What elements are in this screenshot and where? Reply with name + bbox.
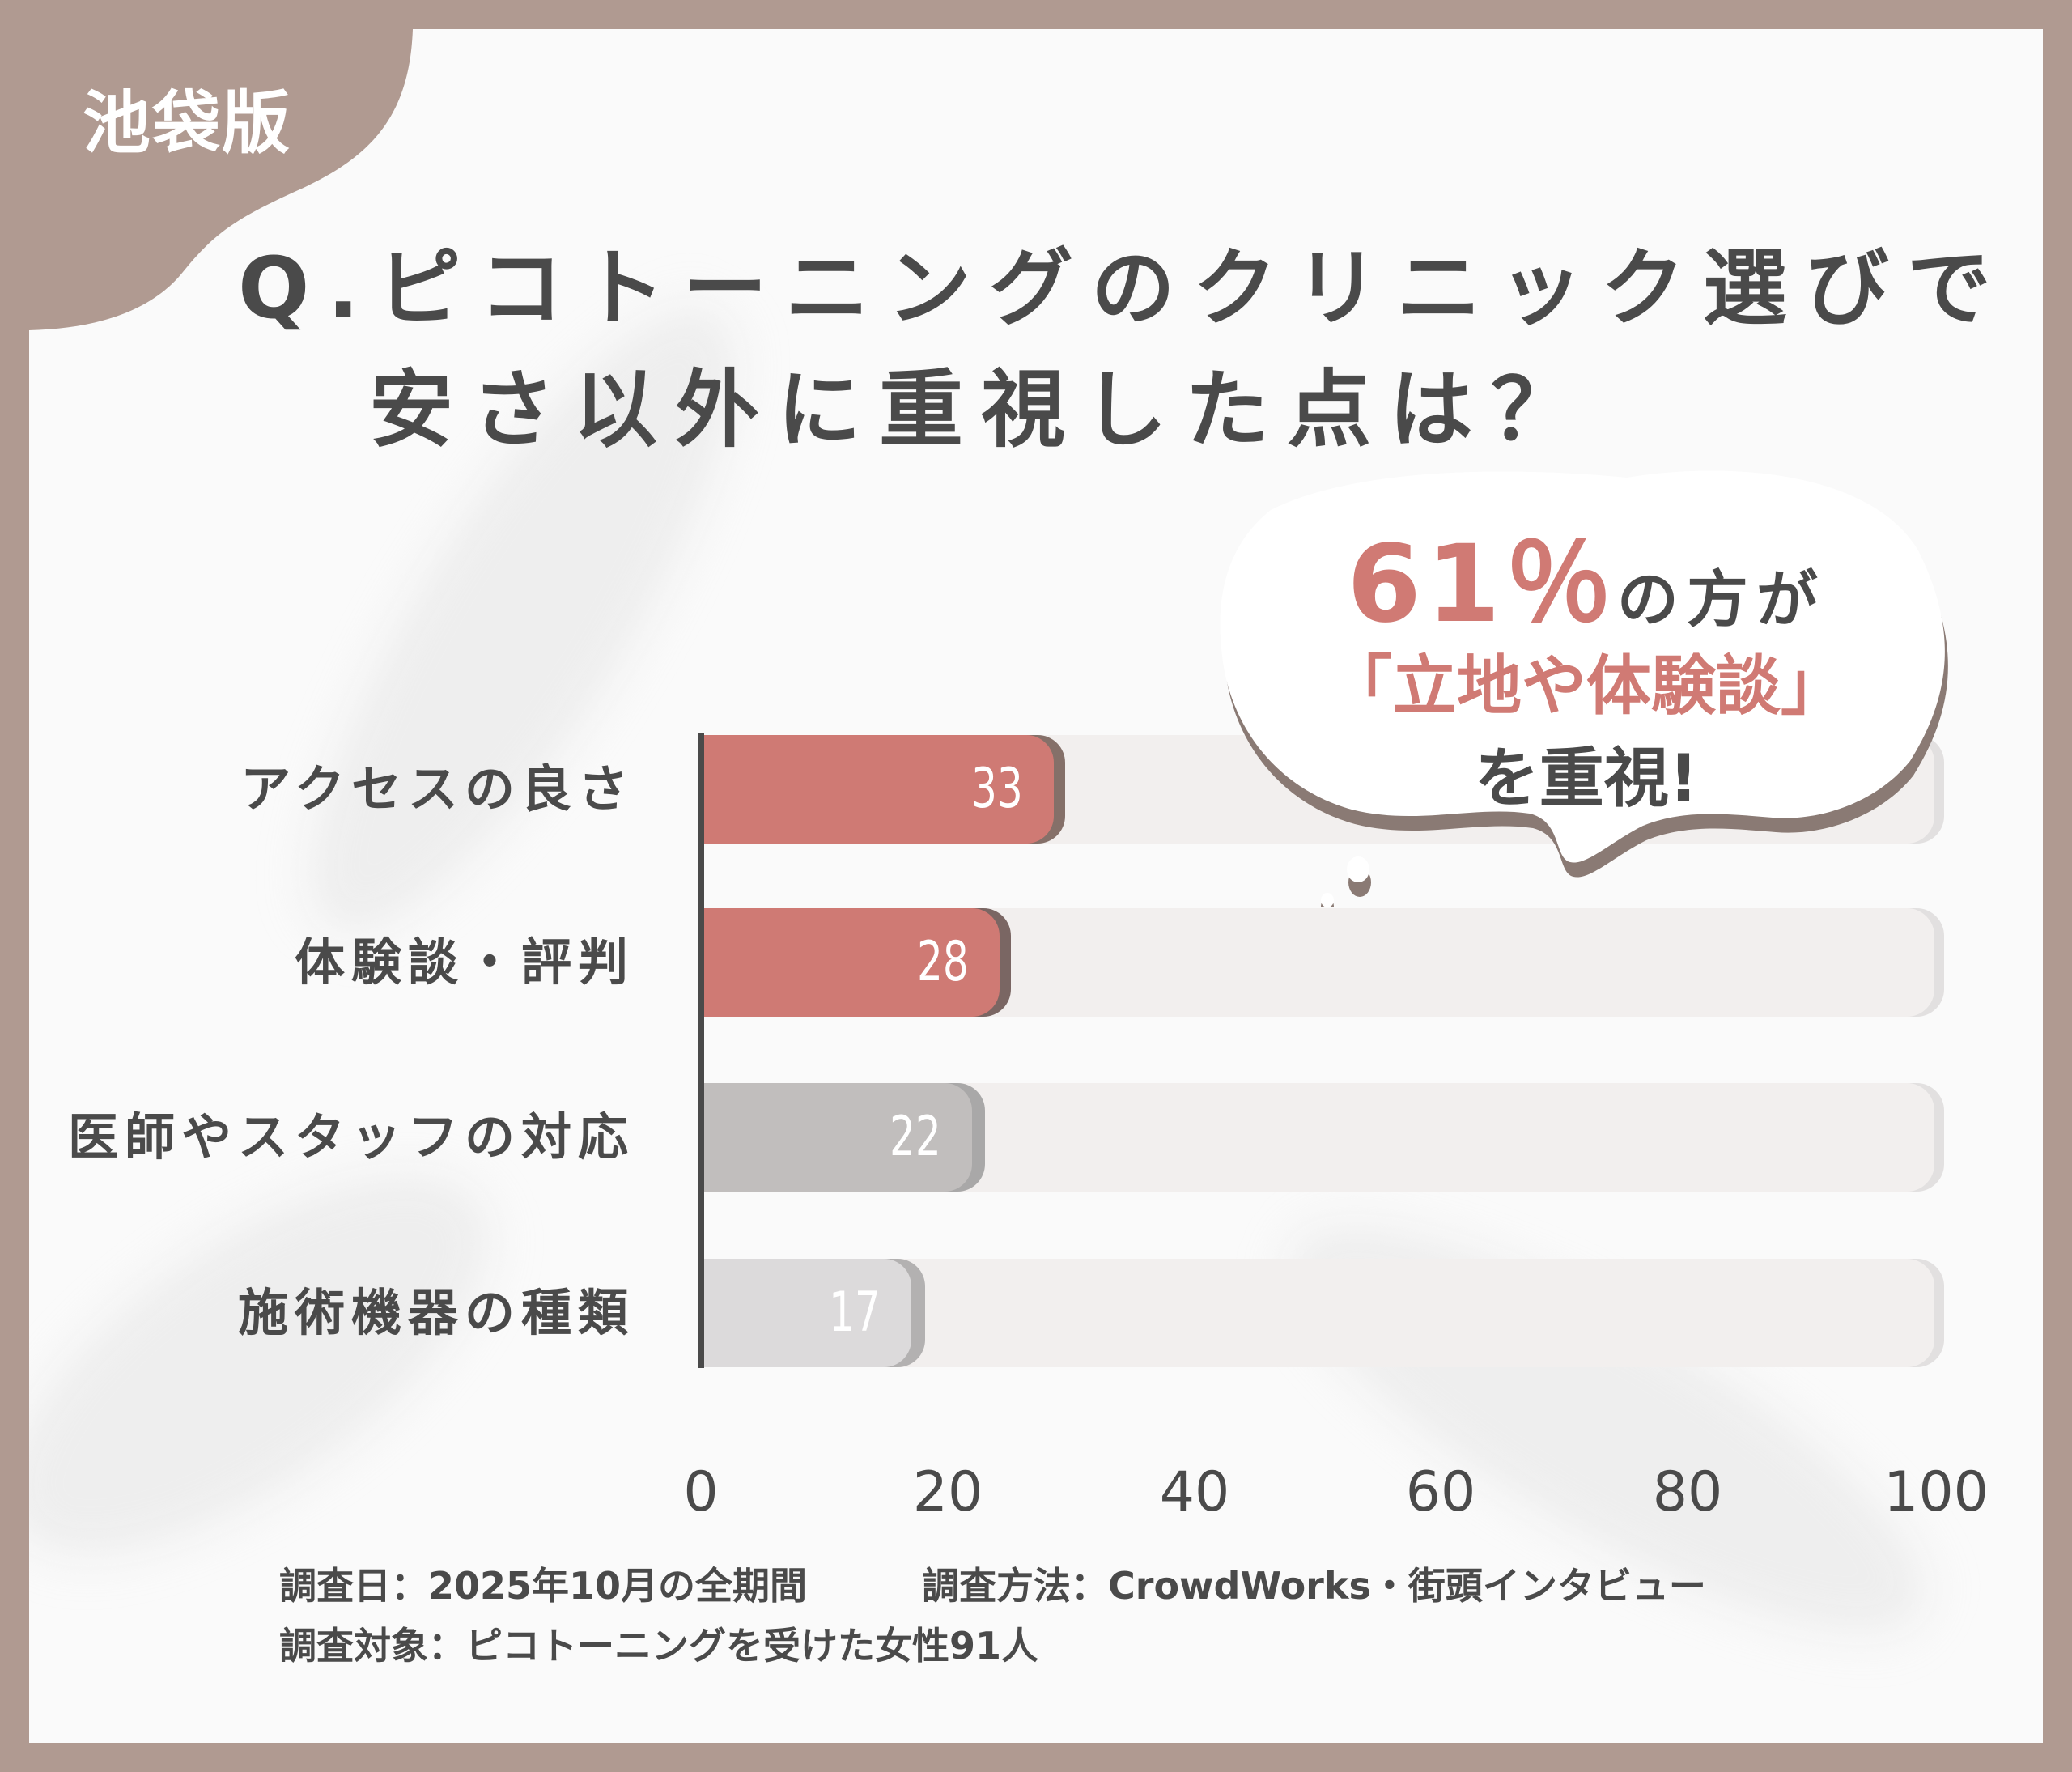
category-label: 施術機器の種類 bbox=[237, 1283, 635, 1342]
infographic-panel: 池袋版 Q.ピコトーニングのクリニック選びで 安さ以外に重視した点は？ 33 ア… bbox=[29, 29, 2043, 1743]
callout-conclusion: を重視! bbox=[1474, 741, 1699, 816]
survey-method: 調査方法：CrowdWorks・街頭インタビュー bbox=[922, 1564, 1706, 1608]
survey-target: 調査対象：ピコトーニングを受けた女性91人 bbox=[279, 1624, 1039, 1668]
survey-date: 調査日：2025年10月の全期間 bbox=[279, 1564, 808, 1608]
callout-percent: 61％ bbox=[1347, 522, 1617, 647]
x-tick-label: 60 bbox=[1405, 1460, 1476, 1524]
corner-decoration bbox=[29, 29, 413, 330]
category-label: 体験談・評判 bbox=[294, 933, 635, 992]
y-axis-line bbox=[698, 733, 704, 1368]
bar-row: 28 bbox=[704, 908, 1951, 1017]
bar-value: 22 bbox=[890, 1105, 941, 1169]
question-title-line2: 安さ以外に重視した点は？ bbox=[369, 360, 1594, 459]
x-tick-label: 40 bbox=[1159, 1460, 1230, 1524]
x-tick-label: 80 bbox=[1652, 1460, 1723, 1524]
category-label: アクセスの良さ bbox=[240, 759, 635, 818]
bar-value: 28 bbox=[917, 930, 969, 994]
bar-value: 17 bbox=[829, 1281, 881, 1345]
bar-access: 33 bbox=[704, 735, 1054, 844]
callout-suffix: の方が bbox=[1616, 563, 1826, 635]
edition-badge: 池袋版 bbox=[83, 83, 292, 163]
bar-row: 17 bbox=[704, 1259, 1951, 1367]
bar-row: 22 bbox=[704, 1083, 1951, 1192]
bar-equipment: 17 bbox=[704, 1259, 911, 1367]
question-title-line1: Q.ピコトーニングのクリニック選びで bbox=[238, 239, 2009, 338]
bar-reviews: 28 bbox=[704, 908, 1000, 1017]
callout-highlight: 「立地や体験談」 bbox=[1327, 648, 1845, 724]
x-tick-label: 20 bbox=[912, 1460, 983, 1524]
bar-value: 33 bbox=[971, 757, 1023, 821]
category-label: 医師やスタッフの対応 bbox=[67, 1107, 635, 1166]
callout-headline: 61％の方が bbox=[1206, 531, 1967, 638]
bar-staff: 22 bbox=[704, 1083, 972, 1192]
background-swirl bbox=[1239, 1156, 1976, 1703]
x-tick-label: 100 bbox=[1883, 1460, 1989, 1524]
x-tick-label: 0 bbox=[683, 1460, 719, 1524]
callout-bubble: 61％の方が 「立地や体験談」 を重視! bbox=[1206, 453, 1967, 907]
speech-bubble-shape bbox=[1220, 470, 1948, 907]
